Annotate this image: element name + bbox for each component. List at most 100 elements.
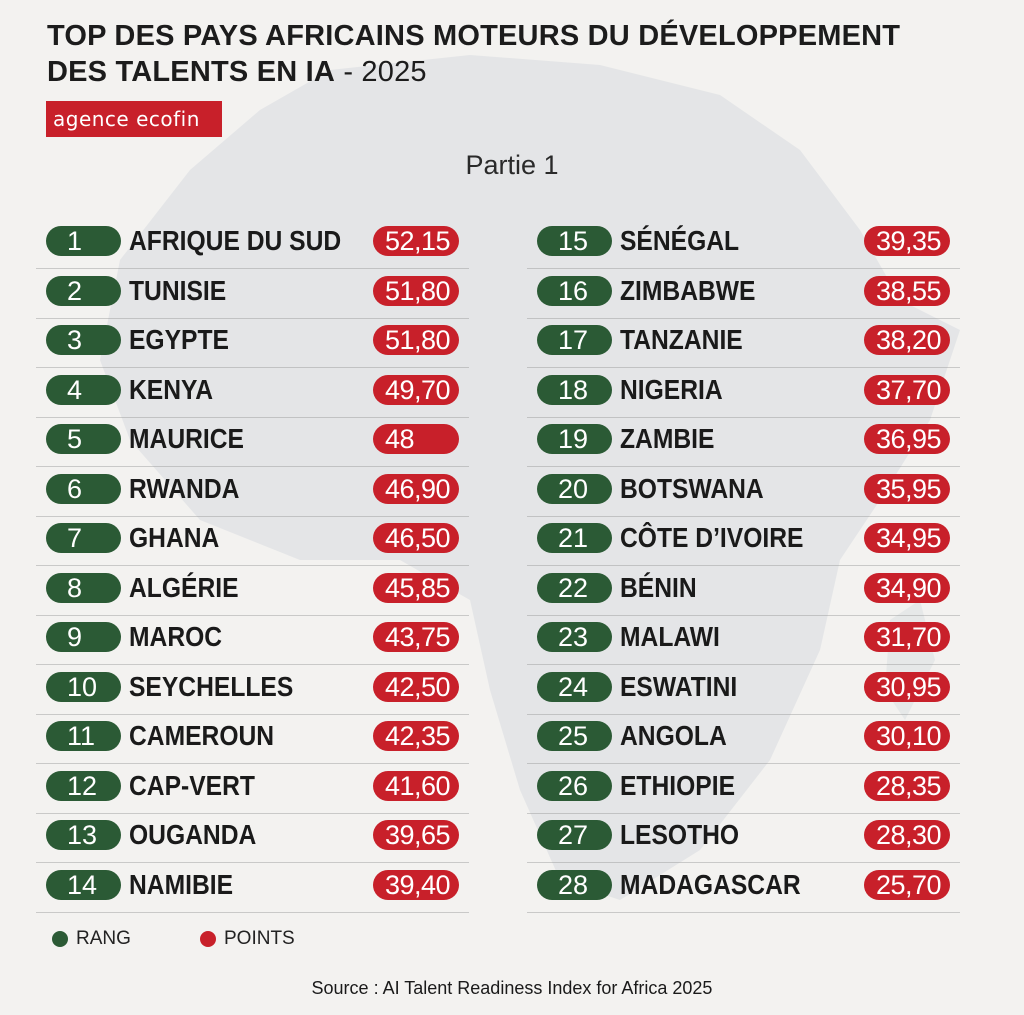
country-name: BOTSWANA [620, 473, 764, 504]
points-badge: 39,65 [373, 820, 459, 850]
rank-badge: 5 [46, 424, 121, 454]
rank-badge: 8 [46, 573, 121, 603]
rank-badge: 28 [537, 870, 612, 900]
table-row: 22 BÉNIN 34,90 [527, 572, 960, 616]
table-row: 7 GHANA 46,50 [36, 522, 469, 566]
row-divider [36, 862, 469, 863]
points-badge: 48 [373, 424, 459, 454]
points-badge: 51,80 [373, 325, 459, 355]
points-badge: 49,70 [373, 375, 459, 405]
row-divider [36, 268, 469, 269]
country-name: NAMIBIE [129, 869, 234, 900]
table-row: 21 CÔTE D’IVOIRE 34,95 [527, 522, 960, 566]
table-row: 1 AFRIQUE DU SUD 52,15 [36, 225, 469, 269]
country-name: MAROC [129, 621, 223, 652]
table-row: 5 MAURICE 48 [36, 423, 469, 467]
row-divider [36, 417, 469, 418]
row-divider [527, 268, 960, 269]
row-divider [36, 318, 469, 319]
legend-rank-dot [52, 931, 68, 947]
table-row: 18 NIGERIA 37,70 [527, 374, 960, 418]
table-row: 28 MADAGASCAR 25,70 [527, 869, 960, 913]
table-row: 8 ALGÉRIE 45,85 [36, 572, 469, 616]
country-name: RWANDA [129, 473, 240, 504]
table-row: 12 CAP-VERT 41,60 [36, 770, 469, 814]
row-divider [36, 615, 469, 616]
rank-badge: 3 [46, 325, 121, 355]
country-name: SEYCHELLES [129, 671, 294, 702]
points-badge: 30,95 [864, 672, 950, 702]
source-note: Source : AI Talent Readiness Index for A… [311, 978, 713, 998]
row-divider [36, 714, 469, 715]
table-row: 6 RWANDA 46,90 [36, 473, 469, 517]
title-line-1: TOP DES PAYS AFRICAINS MOTEURS DU DÉVELO… [47, 20, 901, 52]
country-name: ANGOLA [620, 720, 727, 751]
table-row: 27 LESOTHO 28,30 [527, 819, 960, 863]
points-badge: 37,70 [864, 375, 950, 405]
points-badge: 42,35 [373, 721, 459, 751]
row-divider [527, 912, 960, 913]
points-badge: 45,85 [373, 573, 459, 603]
legend-points-dot [200, 931, 216, 947]
row-divider [527, 466, 960, 467]
rank-badge: 23 [537, 622, 612, 652]
points-badge: 28,30 [864, 820, 950, 850]
country-name: CAP-VERT [129, 770, 255, 801]
row-divider [527, 615, 960, 616]
rank-badge: 11 [46, 721, 121, 751]
country-name: SÉNÉGAL [620, 225, 740, 256]
points-badge: 36,95 [864, 424, 950, 454]
row-divider [527, 813, 960, 814]
table-row: 4 KENYA 49,70 [36, 374, 469, 418]
page-title: TOP DES PAYS AFRICAINS MOTEURS DU DÉVELO… [47, 18, 900, 90]
row-divider [527, 862, 960, 863]
points-badge: 30,10 [864, 721, 950, 751]
rank-badge: 9 [46, 622, 121, 652]
table-row: 19 ZAMBIE 36,95 [527, 423, 960, 467]
rank-badge: 27 [537, 820, 612, 850]
rank-badge: 14 [46, 870, 121, 900]
row-divider [36, 912, 469, 913]
rank-badge: 21 [537, 523, 612, 553]
country-name: ZAMBIE [620, 423, 715, 454]
table-row: 23 MALAWI 31,70 [527, 621, 960, 665]
rank-badge: 12 [46, 771, 121, 801]
row-divider [527, 664, 960, 665]
row-divider [36, 516, 469, 517]
country-name: KENYA [129, 374, 213, 405]
country-name: ZIMBABWE [620, 275, 756, 306]
points-badge: 34,95 [864, 523, 950, 553]
row-divider [527, 318, 960, 319]
row-divider [527, 714, 960, 715]
country-name: EGYPTE [129, 324, 229, 355]
table-row: 9 MAROC 43,75 [36, 621, 469, 665]
table-row: 16 ZIMBABWE 38,55 [527, 275, 960, 319]
table-row: 15 SÉNÉGAL 39,35 [527, 225, 960, 269]
title-text: DES TALENTS EN IA [47, 56, 336, 88]
rank-badge: 25 [537, 721, 612, 751]
row-divider [527, 417, 960, 418]
rank-badge: 13 [46, 820, 121, 850]
table-row: 26 ETHIOPIE 28,35 [527, 770, 960, 814]
rank-badge: 18 [537, 375, 612, 405]
row-divider [527, 565, 960, 566]
rank-badge: 17 [537, 325, 612, 355]
country-name: ESWATINI [620, 671, 738, 702]
legend-points: POINTS [200, 928, 295, 950]
row-divider [527, 763, 960, 764]
country-name: LESOTHO [620, 819, 740, 850]
country-name: ETHIOPIE [620, 770, 736, 801]
rank-badge: 19 [537, 424, 612, 454]
legend-points-label: POINTS [224, 928, 295, 949]
points-badge: 43,75 [373, 622, 459, 652]
country-name: OUGANDA [129, 819, 257, 850]
points-badge: 35,95 [864, 474, 950, 504]
points-badge: 34,90 [864, 573, 950, 603]
rank-badge: 4 [46, 375, 121, 405]
country-name: CAMEROUN [129, 720, 275, 751]
country-name: TANZANIE [620, 324, 743, 355]
country-name: AFRIQUE DU SUD [129, 225, 342, 256]
points-badge: 38,55 [864, 276, 950, 306]
country-name: ALGÉRIE [129, 572, 239, 603]
row-divider [36, 813, 469, 814]
